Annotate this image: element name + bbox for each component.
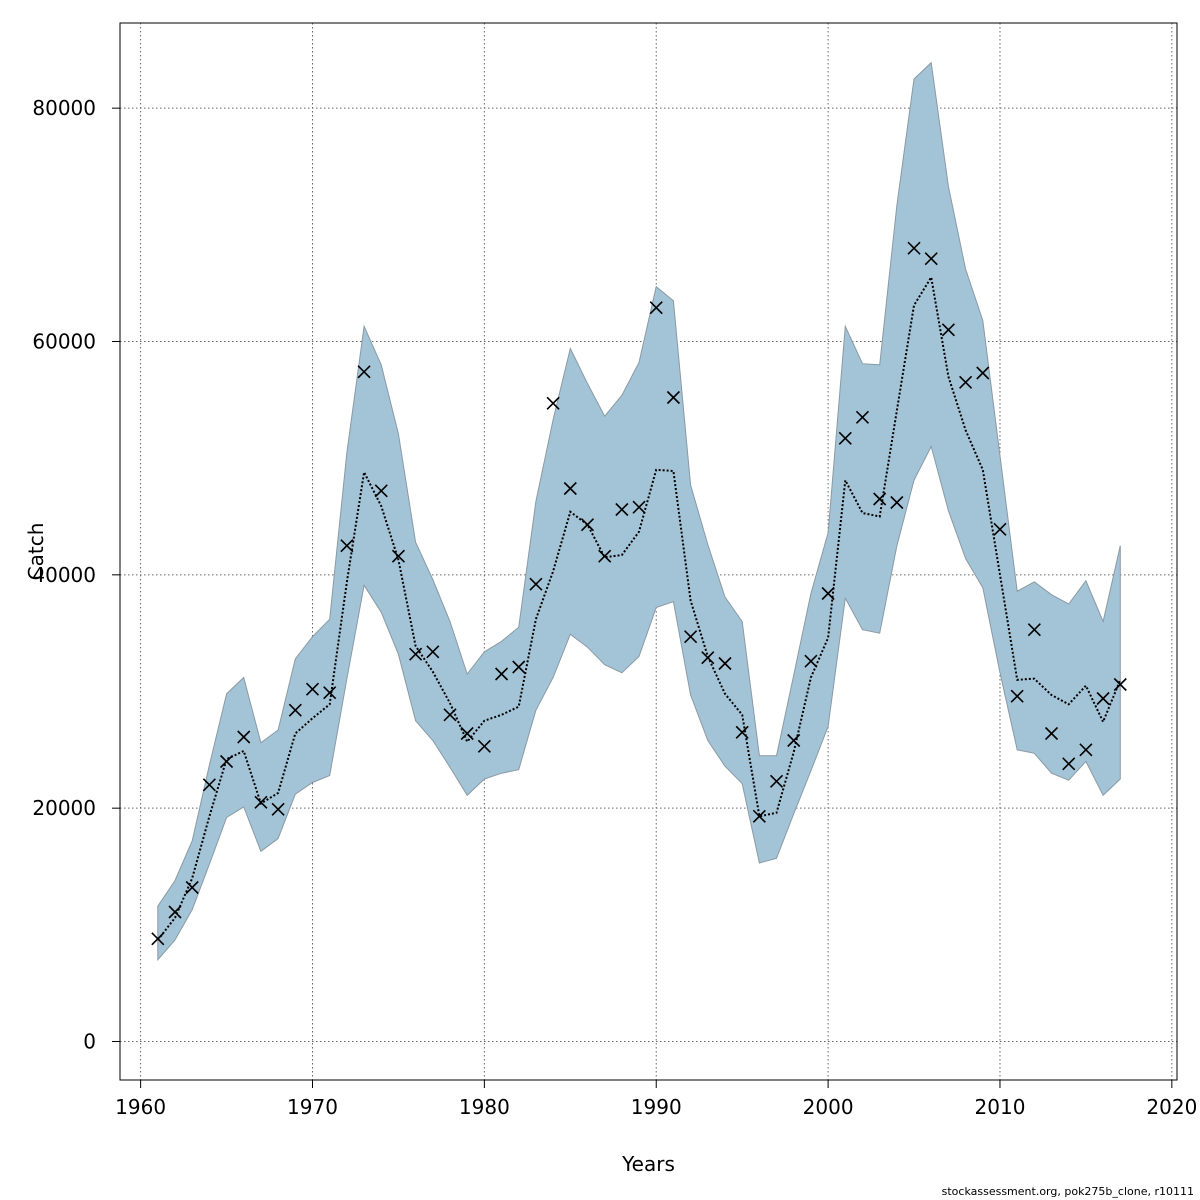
observed-point [787, 733, 801, 748]
x-tick-label: 2000 [803, 1095, 854, 1119]
observed-point [1027, 623, 1041, 637]
observed-point [907, 241, 921, 255]
y-tick-label: 40000 [32, 563, 96, 587]
observed-point [288, 703, 302, 717]
observed-point [1010, 689, 1024, 703]
observed-point [512, 660, 526, 674]
observed-point [718, 656, 732, 671]
x-axis: 1960 1970 1980 1990 2000 2010 2020 [115, 1080, 1197, 1119]
observed-point [580, 518, 595, 532]
y-axis: 0 20000 40000 60000 80000 [32, 96, 120, 1054]
y-tick-label: 80000 [32, 96, 96, 120]
observed-point [546, 396, 560, 410]
observed-point [684, 630, 698, 644]
observed-point [271, 802, 285, 816]
observed-point [202, 778, 216, 792]
observed-point [563, 481, 577, 496]
observed-point [666, 390, 680, 405]
observed-point [409, 647, 423, 661]
plot-frame [119, 22, 1178, 1081]
observed-point [838, 431, 852, 445]
observed-point [426, 645, 440, 659]
observed-catch-markers [151, 241, 1127, 946]
observed-point [443, 708, 457, 722]
observed-point [941, 323, 955, 337]
observed-point [649, 301, 663, 315]
observed-point [219, 754, 234, 769]
x-tick-label: 1990 [631, 1095, 682, 1119]
observed-point [237, 730, 251, 744]
footer-credit: stockassessment.org, pok275b_clone, r101… [941, 1185, 1194, 1198]
observed-point [769, 774, 784, 788]
observed-point [494, 667, 509, 681]
observed-point [391, 549, 405, 563]
observed-point [873, 492, 887, 506]
observed-point [804, 654, 818, 668]
observed-point [1044, 726, 1059, 741]
confidence-band [157, 61, 1121, 962]
observed-point [1113, 677, 1127, 692]
y-axis-title: Catch [24, 523, 48, 581]
observed-point [305, 682, 320, 696]
x-tick-label: 1980 [459, 1095, 510, 1119]
observed-point [959, 375, 973, 389]
observed-point [752, 809, 766, 823]
observed-point [924, 252, 938, 266]
observed-point [254, 795, 268, 809]
observed-point [374, 484, 388, 498]
x-tick-label: 2020 [1146, 1095, 1197, 1119]
observed-point [735, 725, 749, 739]
x-axis-title: Years [621, 1152, 675, 1176]
observed-point [993, 522, 1007, 536]
y-tick-label: 20000 [32, 796, 96, 820]
observed-point [529, 577, 543, 591]
observed-point [1079, 743, 1093, 757]
y-tick-label: 60000 [32, 330, 96, 354]
observed-point [855, 410, 870, 424]
observed-point [1096, 691, 1110, 706]
observed-point [821, 586, 835, 601]
observed-point [323, 686, 337, 700]
observed-point [632, 500, 646, 514]
observed-point [151, 932, 165, 946]
observed-point [598, 549, 612, 563]
observed-point [460, 726, 474, 741]
y-tick-label: 0 [83, 1030, 96, 1054]
estimate-line [157, 274, 1122, 941]
observed-point [477, 739, 491, 753]
observed-point [185, 880, 199, 895]
observed-point [701, 651, 715, 665]
observed-point [1062, 757, 1076, 771]
observed-point [357, 365, 371, 379]
x-tick-label: 2010 [975, 1095, 1026, 1119]
observed-point [615, 502, 629, 517]
observed-point [976, 366, 990, 380]
x-tick-label: 1960 [115, 1095, 166, 1119]
x-tick-label: 1970 [287, 1095, 338, 1119]
observed-point [340, 539, 354, 553]
observed-point [168, 905, 182, 919]
observed-point [890, 495, 904, 510]
